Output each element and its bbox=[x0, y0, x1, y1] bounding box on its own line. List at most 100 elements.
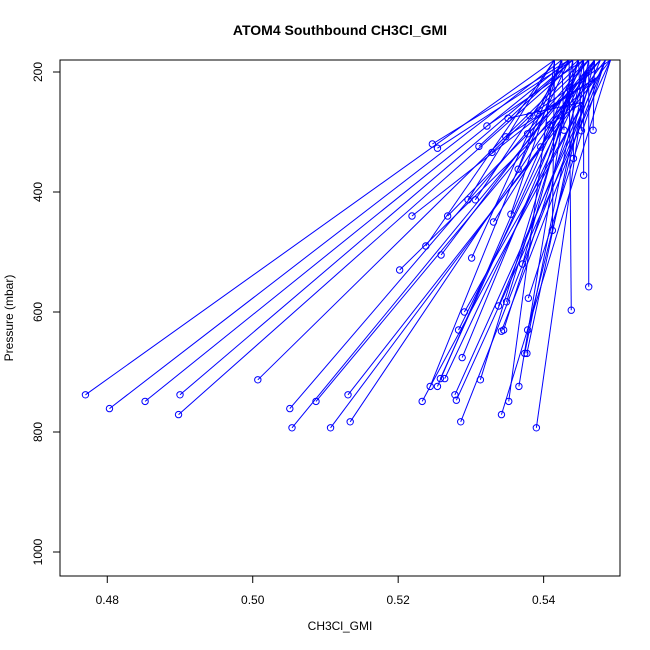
data-point bbox=[451, 391, 459, 399]
data-point bbox=[443, 212, 452, 220]
data-point bbox=[523, 349, 531, 358]
data-point bbox=[437, 251, 445, 259]
data-point bbox=[346, 418, 354, 426]
series-line-segment bbox=[425, 60, 555, 247]
series-line-segment bbox=[572, 60, 574, 159]
data-point bbox=[548, 226, 557, 235]
data-point bbox=[489, 218, 498, 226]
data-point bbox=[81, 391, 90, 399]
y-axis-label: Pressure (mbar) bbox=[2, 275, 16, 362]
data-point bbox=[514, 165, 522, 173]
data-point bbox=[502, 133, 510, 141]
data-point bbox=[476, 376, 485, 384]
y-tick-label: 800 bbox=[31, 422, 45, 442]
x-axis-label: CH3Cl_GMI bbox=[308, 619, 373, 633]
series-line-segment bbox=[291, 60, 595, 429]
data-point bbox=[475, 142, 483, 151]
data-point bbox=[471, 196, 479, 204]
data-point bbox=[579, 171, 588, 179]
data-point bbox=[560, 126, 568, 134]
series-line-segment bbox=[109, 60, 563, 409]
data-point bbox=[288, 424, 296, 432]
series-line-segment bbox=[347, 60, 611, 396]
data-point bbox=[286, 404, 294, 413]
data-point bbox=[458, 353, 466, 362]
data-point bbox=[545, 121, 554, 129]
y-axis: 200 400 600 800 1000 bbox=[31, 62, 61, 565]
data-point bbox=[505, 397, 513, 406]
x-axis: 0.48 0.50 0.52 0.54 bbox=[96, 575, 556, 607]
series-line-segment bbox=[474, 60, 570, 201]
data-point bbox=[464, 196, 472, 204]
data-point bbox=[457, 418, 465, 426]
data-point bbox=[494, 302, 503, 310]
x-tick-label: 0.50 bbox=[241, 593, 265, 607]
series-line-segment bbox=[527, 60, 606, 299]
data-point bbox=[433, 382, 442, 391]
data-point bbox=[452, 396, 461, 404]
data-point bbox=[524, 294, 533, 302]
y-tick-label: 1000 bbox=[31, 538, 45, 565]
series-line-segment bbox=[437, 60, 574, 149]
series-line-segment bbox=[144, 60, 570, 402]
series-line-segment bbox=[479, 60, 580, 380]
series-line-segment bbox=[551, 60, 556, 231]
data-point bbox=[532, 424, 541, 432]
x-tick-label: 0.54 bbox=[532, 593, 556, 607]
data-point bbox=[436, 374, 445, 383]
data-point bbox=[534, 110, 542, 118]
data-point bbox=[344, 391, 352, 399]
series-line-segment bbox=[517, 60, 570, 170]
series-markers bbox=[81, 110, 597, 432]
data-point bbox=[105, 404, 114, 413]
data-point bbox=[577, 127, 586, 135]
data-point bbox=[507, 210, 515, 218]
series-line-segment bbox=[467, 60, 555, 201]
series-line-segment bbox=[500, 60, 606, 332]
data-point bbox=[504, 114, 512, 122]
series-line-segment bbox=[178, 60, 579, 415]
data-point bbox=[526, 112, 534, 120]
series-line-segment bbox=[315, 60, 601, 402]
data-point bbox=[497, 410, 506, 419]
data-point bbox=[441, 374, 449, 383]
data-point bbox=[141, 397, 149, 406]
x-tick-label: 0.52 bbox=[387, 593, 411, 607]
series-line-segment bbox=[537, 77, 597, 115]
series-line-segment bbox=[592, 60, 596, 131]
series-line-segment bbox=[461, 89, 574, 358]
data-point bbox=[418, 397, 426, 406]
series-line-segment bbox=[463, 101, 585, 313]
data-point bbox=[537, 143, 545, 151]
data-point bbox=[488, 148, 496, 157]
data-point bbox=[174, 410, 183, 419]
y-tick-label: 200 bbox=[31, 62, 45, 82]
data-point bbox=[467, 254, 476, 262]
data-point bbox=[483, 122, 491, 130]
data-point bbox=[515, 382, 523, 391]
data-point bbox=[326, 424, 335, 432]
data-point bbox=[502, 298, 511, 306]
series-line-segment bbox=[561, 60, 565, 131]
series-lines bbox=[85, 60, 612, 429]
x-tick-label: 0.48 bbox=[96, 593, 120, 607]
data-point bbox=[254, 376, 262, 384]
data-point bbox=[567, 306, 575, 314]
data-point bbox=[395, 266, 404, 274]
data-point bbox=[428, 140, 437, 148]
data-point bbox=[460, 308, 469, 316]
series-line-segment bbox=[85, 60, 555, 396]
data-point bbox=[408, 212, 416, 220]
data-point bbox=[523, 326, 532, 334]
data-point bbox=[499, 326, 508, 334]
series-line-segment bbox=[568, 60, 572, 311]
y-tick-label: 400 bbox=[31, 182, 45, 202]
data-point bbox=[518, 260, 527, 268]
series-line-segment bbox=[421, 101, 585, 402]
data-point bbox=[176, 391, 184, 399]
series-line-segment bbox=[455, 60, 612, 401]
data-point bbox=[523, 130, 532, 138]
data-point bbox=[433, 144, 442, 152]
